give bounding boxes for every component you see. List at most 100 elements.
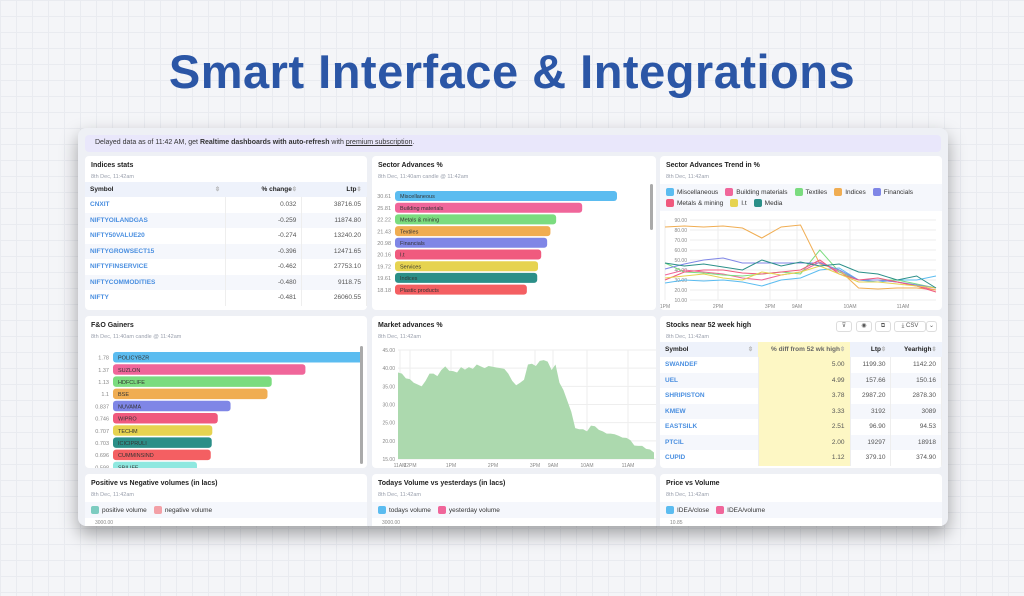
bar[interactable] bbox=[113, 376, 272, 387]
bar[interactable] bbox=[395, 237, 548, 248]
area-fill[interactable] bbox=[398, 360, 654, 459]
series-line[interactable] bbox=[664, 261, 937, 291]
table-row[interactable]: NIFTYFINSERVICE -0.462 27753.10 bbox=[85, 259, 367, 275]
chevron-down-icon[interactable]: ⌄ bbox=[926, 321, 937, 332]
legend-item[interactable]: IDEA/volume bbox=[716, 506, 765, 514]
col-change[interactable]: % change ⇳ bbox=[225, 182, 302, 197]
scrollbar[interactable] bbox=[360, 346, 363, 464]
bar[interactable] bbox=[113, 413, 218, 424]
table-row[interactable]: CUPID 1.12 379.10 374.90 bbox=[660, 450, 942, 466]
scrollbar[interactable] bbox=[650, 184, 653, 230]
x-tick: 10AM bbox=[843, 304, 856, 310]
panel-title: Todays Volume vs yesterdays (in lacs) bbox=[378, 480, 506, 487]
table-row[interactable]: NIFTYOILANDGAS -0.259 11874.80 bbox=[85, 212, 367, 228]
value-label: 0.746 bbox=[95, 417, 109, 423]
col-symbol[interactable]: Symbol ⇳ bbox=[85, 182, 225, 197]
symbol-link[interactable]: NIFTY50VALUE20 bbox=[85, 228, 226, 244]
series-line[interactable] bbox=[664, 259, 937, 293]
legend-item[interactable]: Metals & mining bbox=[666, 199, 723, 207]
legend-label: negative volume bbox=[164, 506, 213, 514]
table-row[interactable]: CNXIT 0.032 38716.05 bbox=[85, 197, 367, 213]
symbol-link[interactable]: NIFTYOILANDGAS bbox=[85, 212, 226, 228]
copy-icon[interactable]: ⧉ bbox=[875, 321, 891, 332]
table-row[interactable]: SHRIPISTON 3.78 2987.20 2878.30 bbox=[660, 388, 942, 404]
bar[interactable] bbox=[395, 272, 538, 283]
col-ltp[interactable]: Ltp ⇳ bbox=[850, 342, 891, 357]
bar[interactable] bbox=[395, 249, 542, 260]
legend-item[interactable]: Miscellaneous bbox=[666, 188, 718, 196]
premium-subscription-link[interactable]: premium subscription bbox=[345, 139, 413, 146]
table-row[interactable]: EASTSILK 2.51 96.90 94.53 bbox=[660, 419, 942, 435]
symbol-link[interactable]: UEL bbox=[660, 372, 759, 388]
symbol-link[interactable]: EASTSILK bbox=[660, 419, 759, 435]
x-tick: 11AM bbox=[897, 304, 910, 310]
bar[interactable] bbox=[113, 364, 306, 375]
table-row[interactable]: PTCIL 2.00 19297 18918 bbox=[660, 434, 942, 450]
bar-label: TECHM bbox=[118, 429, 138, 435]
symbol-link[interactable]: NIFTYCOMMODITIES bbox=[85, 274, 226, 290]
table-cell: 94.53 bbox=[890, 419, 942, 435]
bar[interactable] bbox=[113, 425, 213, 436]
bar[interactable] bbox=[113, 400, 231, 412]
bar[interactable] bbox=[113, 449, 211, 461]
bar[interactable] bbox=[395, 214, 557, 225]
table-row[interactable]: NIFTYGROWSECT15 -0.396 12471.65 bbox=[85, 243, 367, 259]
table-cell: 12471.65 bbox=[301, 243, 367, 259]
legend-item[interactable]: yesterday volume bbox=[437, 506, 500, 514]
symbol-link[interactable]: NIFTYFINSERVICE bbox=[85, 259, 226, 275]
bar[interactable] bbox=[395, 226, 551, 237]
bar[interactable] bbox=[113, 437, 212, 448]
table-row[interactable]: SWANDEF 5.00 1199.30 1142.20 bbox=[660, 357, 942, 373]
legend-item[interactable]: todays volume bbox=[378, 506, 431, 514]
bar[interactable] bbox=[395, 284, 527, 295]
table-row[interactable]: UEL 4.99 157.66 150.16 bbox=[660, 372, 942, 388]
col-yearhigh[interactable]: Yearhigh ⇳ bbox=[890, 342, 942, 357]
symbol-link[interactable]: SWANDEF bbox=[660, 357, 759, 373]
sector-advances-panel: Sector Advances % 8th Dec, 11:40am candl… bbox=[372, 156, 656, 310]
eye-icon[interactable]: ◉ bbox=[856, 321, 872, 332]
csv-download-button[interactable]: ⤓ CSV bbox=[894, 321, 926, 332]
legend-item[interactable]: Building materials bbox=[725, 188, 788, 196]
symbol-link[interactable]: NIFTYGROWSECT15 bbox=[85, 243, 226, 259]
legend-swatch bbox=[834, 188, 843, 196]
symbol-link[interactable]: KMEW bbox=[660, 403, 759, 419]
bar[interactable] bbox=[113, 352, 363, 363]
bottom-panel: Todays Volume vs yesterdays (in lacs) 8th… bbox=[372, 474, 656, 526]
series-line[interactable] bbox=[664, 265, 937, 289]
col-diff[interactable]: % diff from 52 wk high ⇳ bbox=[758, 342, 850, 357]
legend-label: Building materials bbox=[736, 188, 788, 196]
symbol-link[interactable]: PTCIL bbox=[660, 434, 759, 450]
col-symbol[interactable]: Symbol ⇳ bbox=[660, 342, 758, 357]
col-ltp[interactable]: Ltp ⇳ bbox=[301, 182, 367, 197]
bar[interactable] bbox=[395, 202, 583, 213]
filter-icon[interactable]: ⊽ bbox=[836, 321, 852, 332]
symbol-link[interactable]: CUPID bbox=[660, 450, 759, 466]
bar[interactable] bbox=[395, 191, 617, 201]
bar[interactable] bbox=[395, 261, 539, 272]
legend-item[interactable]: positive volume bbox=[91, 506, 147, 514]
legend-item[interactable]: Financials bbox=[872, 188, 913, 196]
legend-swatch bbox=[794, 188, 803, 196]
bar[interactable] bbox=[113, 461, 197, 468]
series-line[interactable] bbox=[664, 259, 937, 289]
table-row[interactable]: KMEW 3.33 3192 3089 bbox=[660, 403, 942, 419]
table-row[interactable]: NIFTY50VALUE20 -0.274 13240.20 bbox=[85, 228, 367, 244]
bar[interactable] bbox=[113, 388, 268, 400]
series-line[interactable] bbox=[664, 249, 937, 289]
legend-item[interactable]: IDEA/close bbox=[666, 506, 709, 514]
legend-swatch bbox=[378, 506, 386, 514]
legend-item[interactable]: Media bbox=[753, 199, 782, 207]
symbol-link[interactable]: CNXIT bbox=[85, 197, 226, 213]
table-row[interactable]: NIFTYCOMMODITIES -0.480 9118.75 bbox=[85, 274, 367, 290]
y-tick: 15.00 bbox=[382, 457, 395, 463]
legend-item[interactable]: Indices bbox=[834, 188, 866, 196]
symbol-link[interactable]: SHRIPISTON bbox=[660, 388, 759, 404]
stocks-table: Symbol ⇳ % diff from 52 wk high ⇳ Ltp ⇳ Yea… bbox=[660, 342, 942, 466]
series-line[interactable] bbox=[664, 257, 937, 289]
series-line[interactable] bbox=[664, 224, 937, 291]
legend-item[interactable]: negative volume bbox=[153, 506, 213, 514]
legend-item[interactable]: Textiles bbox=[794, 188, 827, 196]
symbol-link[interactable]: NIFTY bbox=[85, 290, 226, 306]
legend-item[interactable]: I.t bbox=[730, 199, 747, 207]
table-row[interactable]: NIFTY -0.481 26060.55 bbox=[85, 290, 367, 306]
